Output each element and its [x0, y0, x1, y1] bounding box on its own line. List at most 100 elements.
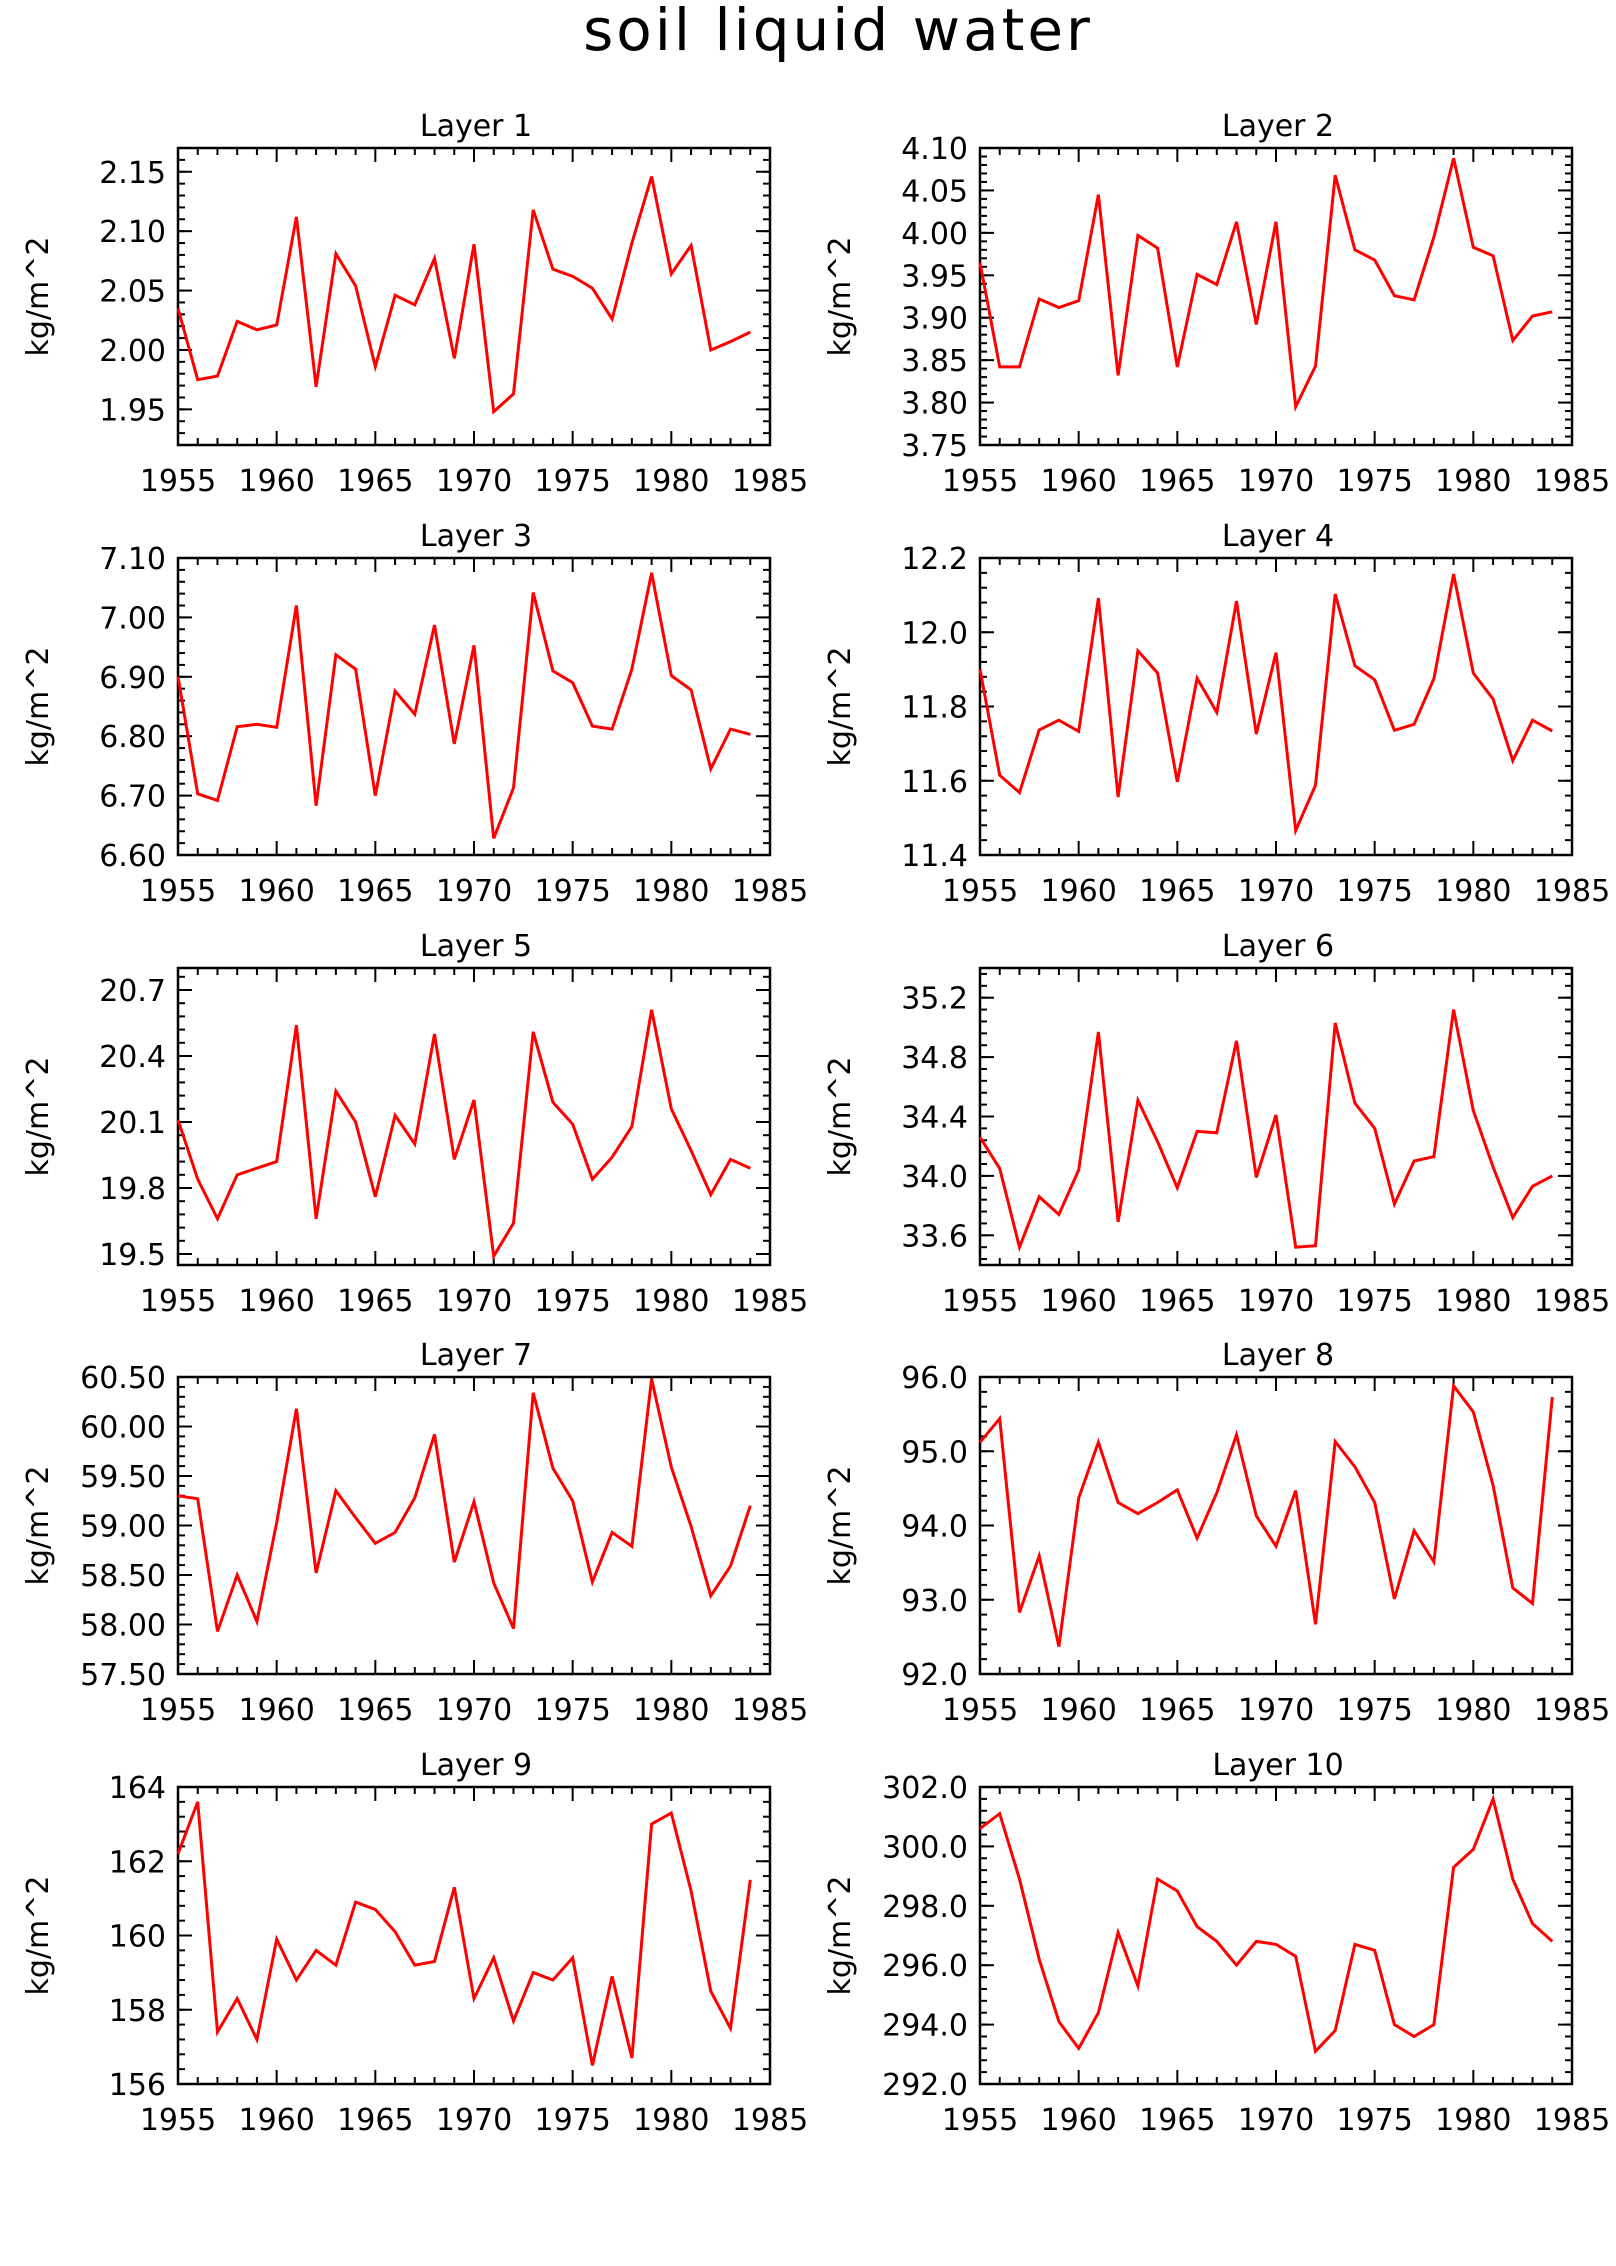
x-tick-label: 1975	[534, 1693, 610, 1728]
x-tick-label: 1980	[633, 2103, 709, 2138]
x-tick-label: 1955	[942, 464, 1018, 499]
panel-title: Layer 1	[420, 109, 532, 144]
x-tick-label: 1965	[1139, 1693, 1215, 1728]
series-line	[978, 157, 1553, 413]
panels-container: Layer 1 kg/m^2 1955 1960 1965 1970 1975 1980 198…	[21, 109, 1610, 2138]
y-tick-label: 3.95	[901, 259, 968, 294]
panel-title: Layer 7	[420, 1338, 532, 1373]
x-tick-label: 1955	[942, 1284, 1018, 1319]
y-axis-label: kg/m^2	[21, 1057, 56, 1177]
x-tick-label: 1960	[1040, 874, 1116, 909]
panel-title: Layer 4	[1222, 519, 1334, 554]
y-tick-label: 93.0	[901, 1584, 968, 1619]
y-axis-label: kg/m^2	[823, 237, 858, 357]
y-tick-label: 3.90	[901, 302, 968, 337]
x-tick-label: 1965	[337, 1693, 413, 1728]
x-tick-label: 1980	[633, 1693, 709, 1728]
series-line	[176, 1801, 752, 2066]
x-tick-label: 1985	[1534, 1284, 1610, 1319]
x-tick-label: 1985	[732, 874, 808, 909]
x-tick-label: 1965	[1139, 874, 1215, 909]
x-tick-label: 1975	[1336, 464, 1412, 499]
x-tick-label: 1975	[534, 2103, 610, 2138]
y-tick-label: 7.00	[99, 601, 166, 636]
x-tick-label: 1985	[732, 2103, 808, 2138]
y-axis-label: kg/m^2	[21, 237, 56, 357]
y-tick-label: 1.95	[99, 393, 166, 428]
series-line	[978, 1382, 1554, 1647]
x-tick-label: 1985	[1534, 1693, 1610, 1728]
y-tick-label: 58.50	[80, 1559, 166, 1594]
y-tick-label: 2.15	[99, 156, 166, 191]
y-tick-label: 158	[109, 1994, 166, 2029]
x-tick-label: 1975	[1336, 2103, 1412, 2138]
x-tick-label: 1980	[1435, 2103, 1511, 2138]
y-tick-label: 20.7	[99, 974, 166, 1009]
series-line	[176, 1009, 751, 1261]
figure-title: soil liquid water	[583, 0, 1093, 64]
y-tick-label: 2.00	[99, 334, 166, 369]
y-tick-label: 92.0	[901, 1658, 968, 1693]
x-tick-label: 1970	[1238, 1693, 1314, 1728]
x-tick-label: 1975	[534, 464, 610, 499]
y-tick-label: 3.80	[901, 387, 968, 422]
y-tick-label: 164	[109, 1771, 166, 1806]
y-tick-label: 294.0	[882, 2009, 968, 2044]
series-line	[177, 1378, 752, 1632]
y-axis-label: kg/m^2	[21, 647, 56, 767]
y-tick-label: 292.0	[882, 2068, 968, 2103]
panel-title: Layer 5	[420, 929, 532, 964]
x-tick-label: 1955	[140, 1284, 216, 1319]
x-tick-label: 1970	[1238, 1284, 1314, 1319]
panel-layer-6: Layer 6 kg/m^2 1955 1960 1965 1970 1975 1980 198…	[823, 929, 1610, 1319]
x-tick-label: 1960	[1040, 1693, 1116, 1728]
series-line	[978, 1009, 1553, 1253]
x-tick-label: 1960	[238, 2103, 314, 2138]
series-line	[978, 573, 1554, 837]
x-tick-label: 1980	[633, 874, 709, 909]
x-tick-label: 1980	[1435, 874, 1511, 909]
y-tick-label: 96.0	[901, 1361, 968, 1396]
y-tick-label: 300.0	[882, 1830, 968, 1865]
y-tick-label: 12.0	[901, 616, 968, 651]
series-line	[979, 1793, 1554, 2055]
y-tick-label: 6.90	[99, 661, 166, 696]
y-tick-label: 156	[109, 2068, 166, 2103]
x-tick-label: 1980	[1435, 1693, 1511, 1728]
x-tick-label: 1970	[436, 464, 512, 499]
y-tick-label: 3.75	[901, 429, 968, 464]
y-tick-label: 6.60	[99, 839, 166, 874]
y-tick-label: 20.4	[99, 1040, 166, 1075]
x-tick-label: 1970	[436, 874, 512, 909]
y-tick-label: 302.0	[882, 1771, 968, 1806]
x-tick-label: 1965	[1139, 464, 1215, 499]
y-tick-label: 160	[109, 1920, 166, 1955]
panel-layer-2: Layer 2 kg/m^2 1955 1960 1965 1970 1975 1980 198…	[823, 109, 1610, 499]
x-tick-label: 1955	[140, 2103, 216, 2138]
y-tick-label: 298.0	[882, 1890, 968, 1925]
y-tick-label: 296.0	[882, 1949, 968, 1984]
x-tick-label: 1960	[238, 1284, 314, 1319]
y-axis-label: kg/m^2	[823, 1057, 858, 1177]
x-tick-label: 1965	[1139, 2103, 1215, 2138]
x-tick-label: 1980	[633, 1284, 709, 1319]
x-tick-label: 1955	[140, 1693, 216, 1728]
panel-layer-9: Layer 9 kg/m^2 1955 1960 1965 1970 1975 1980 198…	[21, 1748, 808, 2138]
panel-layer-7: Layer 7 kg/m^2 1955 1960 1965 1970 1975 1980 198…	[21, 1338, 808, 1728]
panel-title: Layer 9	[420, 1748, 532, 1783]
x-tick-label: 1955	[942, 2103, 1018, 2138]
x-tick-label: 1965	[337, 464, 413, 499]
panel-title: Layer 10	[1212, 1748, 1343, 1783]
y-tick-label: 11.6	[901, 765, 968, 800]
x-tick-label: 1985	[1534, 464, 1610, 499]
y-tick-label: 2.10	[99, 215, 166, 250]
x-tick-label: 1965	[337, 2103, 413, 2138]
y-tick-label: 34.0	[901, 1160, 968, 1195]
y-tick-label: 95.0	[901, 1435, 968, 1470]
x-tick-label: 1955	[942, 874, 1018, 909]
x-tick-label: 1970	[1238, 2103, 1314, 2138]
x-tick-label: 1960	[238, 1693, 314, 1728]
y-tick-label: 6.70	[99, 780, 166, 815]
x-tick-label: 1960	[1040, 464, 1116, 499]
